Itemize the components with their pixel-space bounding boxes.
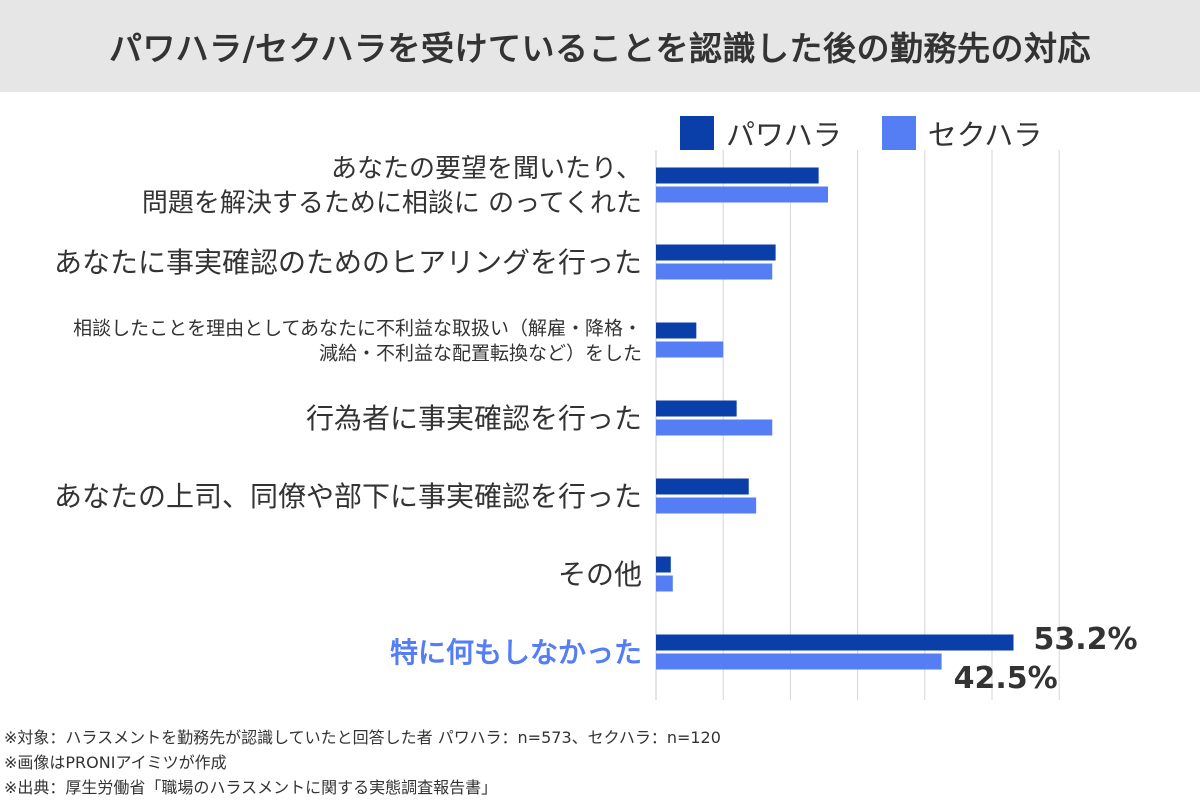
legend-swatch-sekuhara <box>881 116 916 150</box>
category-label: 相談したことを理由としてあなたに不利益な取扱い（解雇・降格・ <box>73 317 642 339</box>
legend-swatch-pawahara <box>680 116 714 150</box>
footnote-target: ※対象：ハラスメントを勤務先が認識していたと回答した者 パワハラ：n=573、セ… <box>4 728 721 747</box>
footnote-author: ※画像はPRONIアイミツが作成 <box>4 753 227 772</box>
legend: パワハラ セクハラ <box>680 112 1082 154</box>
bar-sekuhara-4 <box>656 497 757 514</box>
bar-pawahara-1 <box>656 244 776 261</box>
legend-item-pawahara: パワハラ <box>680 112 842 154</box>
bar-sekuhara-3 <box>656 419 773 436</box>
chart-title: パワハラ/セクハラを受けていることを認識した後の勤務先の対応 <box>108 29 1092 68</box>
category-label: 特に何もしなかった <box>390 636 642 669</box>
bar-pawahara-0 <box>656 167 819 184</box>
bar-pawahara-5 <box>656 556 671 573</box>
category-label: あなたの要望を聞いたり、 <box>331 154 642 184</box>
bar-pawahara-3 <box>656 400 737 417</box>
bar-pawahara-2 <box>656 322 697 339</box>
category-label: あなたの上司、同僚や部下に事実確認を行った <box>54 480 642 513</box>
data-label: 53.2% <box>1034 622 1138 657</box>
title-bar: パワハラ/セクハラを受けていることを認識した後の勤務先の対応 <box>0 0 1200 92</box>
bar-pawahara-6 <box>656 634 1014 651</box>
category-label: あなたに事実確認のためのヒアリングを行った <box>54 246 642 279</box>
bar-sekuhara-1 <box>656 263 773 280</box>
data-label: 42.5% <box>954 661 1058 696</box>
bar-sekuhara-2 <box>656 341 724 358</box>
footnote-source: ※出典：厚生労働省「職場のハラスメントに関する実態調査報告書」 <box>4 778 498 797</box>
legend-label-sekuhara: セクハラ <box>927 118 1043 152</box>
category-label: その他 <box>558 558 642 591</box>
legend-item-sekuhara: セクハラ <box>881 112 1043 154</box>
bar-chart: あなたの要望を聞いたり、問題を解決するために相談に のってくれたあなたに事実確認… <box>54 150 1138 700</box>
footnotes: ※対象：ハラスメントを勤務先が認識していたと回答した者 パワハラ：n=573、セ… <box>4 725 721 800</box>
bar-sekuhara-6 <box>656 653 942 670</box>
legend-label-pawahara: パワハラ <box>726 118 842 152</box>
category-label: 減給・不利益な配置転換など）をした <box>319 342 642 364</box>
category-label: 問題を解決するために相談に のってくれた <box>142 189 642 219</box>
bar-pawahara-4 <box>656 478 749 495</box>
bar-sekuhara-0 <box>656 186 829 203</box>
bar-sekuhara-5 <box>656 575 673 592</box>
category-label: 行為者に事実確認を行った <box>306 402 642 435</box>
